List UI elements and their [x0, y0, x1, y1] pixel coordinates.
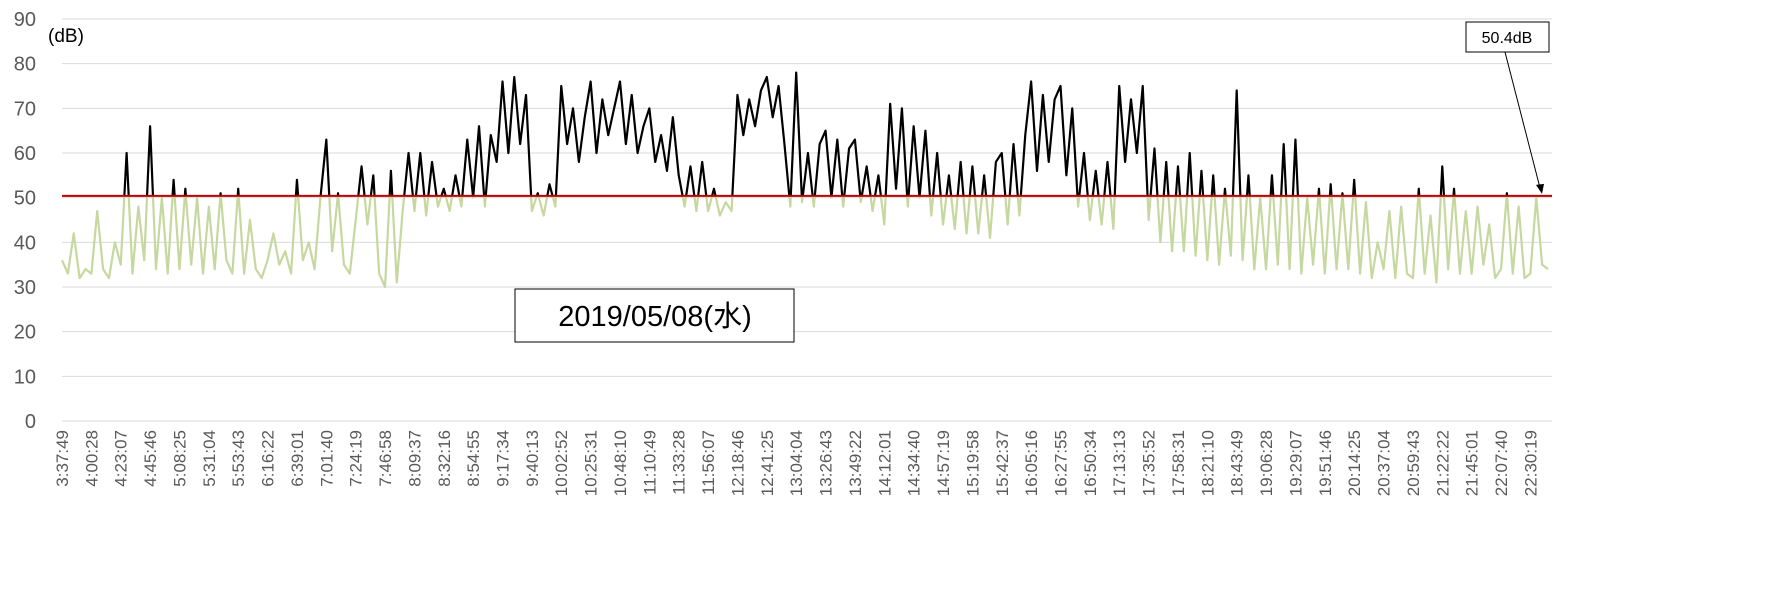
x-tick-label: 22:07:40: [1492, 430, 1511, 496]
x-tick-label: 20:59:43: [1404, 430, 1423, 496]
y-tick-label: 90: [14, 9, 36, 31]
x-tick-label: 7:24:19: [347, 430, 366, 487]
y-tick-label: 0: [25, 411, 36, 433]
x-tick-label: 20:37:04: [1375, 430, 1394, 496]
x-tick-label: 11:10:49: [640, 430, 659, 495]
x-tick-label: 10:25:31: [582, 430, 601, 496]
x-tick-label: 8:09:37: [405, 430, 424, 487]
x-tick-label: 5:08:25: [170, 430, 189, 487]
y-tick-label: 60: [14, 143, 36, 165]
x-tick-label: 18:21:10: [1198, 430, 1217, 496]
x-tick-label: 4:45:46: [141, 430, 160, 487]
x-tick-label: 8:54:55: [464, 430, 483, 487]
x-tick-label: 12:18:46: [728, 430, 747, 496]
callout-arrowhead: [1536, 183, 1544, 194]
x-tick-label: 8:32:16: [435, 430, 454, 487]
x-tick-label: 14:57:19: [934, 430, 953, 496]
x-tick-label: 17:58:31: [1169, 430, 1188, 496]
x-tick-label: 10:02:52: [552, 430, 571, 496]
x-tick-label: 4:23:07: [112, 430, 131, 487]
y-tick-label: 40: [14, 232, 36, 254]
x-tick-label: 19:51:46: [1316, 430, 1335, 496]
x-tick-label: 6:39:01: [288, 430, 307, 487]
x-tick-label: 13:26:43: [817, 430, 836, 496]
x-tick-label: 14:12:01: [875, 430, 894, 496]
x-tick-label: 21:22:22: [1433, 430, 1452, 496]
series-line-below: [60, 195, 1549, 289]
title-box: [514, 288, 795, 343]
y-tick-label: 30: [14, 277, 36, 299]
series-line-above: [123, 71, 1509, 196]
x-tick-label: 14:34:40: [905, 430, 924, 496]
x-tick-label: 17:13:13: [1110, 430, 1129, 496]
callout-box: [1465, 21, 1550, 53]
x-tick-label: 13:04:04: [787, 430, 806, 496]
x-tick-label: 19:06:28: [1257, 430, 1276, 496]
x-tick-label: 7:01:40: [317, 430, 336, 487]
chart-title: 2019/05/08(水): [558, 300, 751, 333]
y-tick-label: 50: [14, 188, 36, 210]
y-tick-label: 10: [14, 366, 36, 388]
callout-arrow: [1504, 51, 1541, 189]
x-tick-label: 17:35:52: [1140, 430, 1159, 496]
x-tick-label: 21:45:01: [1463, 430, 1482, 496]
y-axis-label: (dB): [48, 26, 84, 47]
y-tick-label: 20: [14, 322, 36, 344]
x-tick-label: 11:56:07: [699, 430, 718, 495]
x-tick-label: 10:48:10: [611, 430, 630, 496]
x-tick-label: 4:00:28: [82, 430, 101, 487]
x-tick-label: 9:17:34: [494, 430, 513, 487]
x-tick-label: 12:41:25: [758, 430, 777, 496]
x-tick-label: 16:05:16: [1022, 430, 1041, 496]
x-tick-label: 16:50:34: [1081, 430, 1100, 496]
x-tick-label: 20:14:25: [1345, 430, 1364, 496]
x-tick-label: 11:33:28: [670, 430, 689, 495]
x-tick-label: 7:46:58: [376, 430, 395, 487]
x-tick-label: 13:49:22: [846, 430, 865, 496]
x-tick-label: 22:30:19: [1521, 430, 1540, 496]
x-tick-label: 15:19:58: [963, 430, 982, 496]
x-tick-label: 6:16:22: [259, 430, 278, 487]
x-tick-label: 16:27:55: [1051, 430, 1070, 496]
x-tick-label: 5:53:43: [229, 430, 248, 487]
x-tick-label: 18:43:49: [1228, 430, 1247, 496]
x-tick-label: 19:29:07: [1286, 430, 1305, 496]
callout-label: 50.4dB: [1482, 30, 1533, 47]
y-tick-label: 80: [14, 54, 36, 76]
x-tick-label: 9:40:13: [523, 430, 542, 487]
y-tick-label: 70: [14, 98, 36, 120]
x-tick-label: 5:31:04: [200, 430, 219, 487]
x-tick-label: 3:37:49: [53, 430, 72, 487]
x-tick-label: 15:42:37: [993, 430, 1012, 496]
